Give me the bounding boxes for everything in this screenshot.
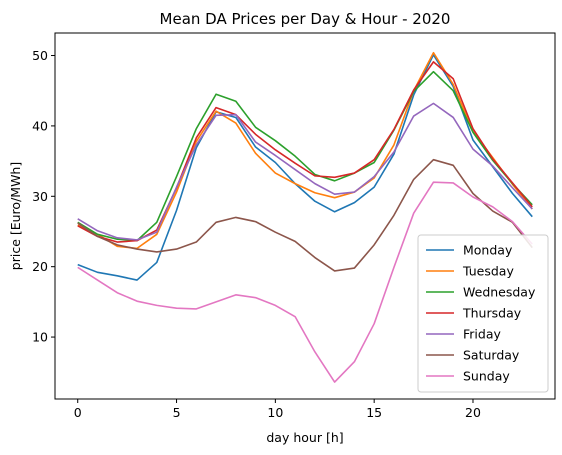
series-line-tuesday	[78, 53, 533, 249]
y-tick-label: 30	[32, 189, 48, 204]
x-axis: 0 5 10 15 20	[74, 399, 481, 420]
y-tick-label: 20	[32, 259, 48, 274]
legend-label: Monday	[463, 243, 513, 258]
y-tick-label: 40	[32, 118, 48, 133]
y-axis: 10 20 30 40 50	[32, 48, 55, 345]
legend-label: Saturday	[463, 348, 520, 363]
y-tick-label: 10	[32, 330, 48, 345]
x-tick-label: 10	[267, 405, 283, 420]
series-line-wednesday	[78, 72, 533, 241]
x-tick-label: 15	[366, 405, 382, 420]
x-tick-label: 20	[465, 405, 481, 420]
legend-label: Sunday	[463, 369, 510, 384]
legend-label: Wednesday	[463, 285, 536, 300]
legend-label: Thursday	[462, 306, 522, 321]
legend-label: Tuesday	[462, 264, 514, 279]
series-line-thursday	[78, 62, 533, 242]
series-line-friday	[78, 103, 533, 240]
legend: Monday Tuesday Wednesday Thursday Friday Satu…	[418, 235, 548, 392]
legend-label: Friday	[463, 327, 501, 342]
y-axis-label: price [Euro/MWh]	[8, 162, 23, 270]
chart-title: Mean DA Prices per Day & Hour - 2020	[160, 10, 451, 28]
y-tick-label: 50	[32, 48, 48, 63]
x-tick-label: 5	[173, 405, 181, 420]
x-tick-label: 0	[74, 405, 82, 420]
x-axis-label: day hour [h]	[266, 430, 343, 445]
